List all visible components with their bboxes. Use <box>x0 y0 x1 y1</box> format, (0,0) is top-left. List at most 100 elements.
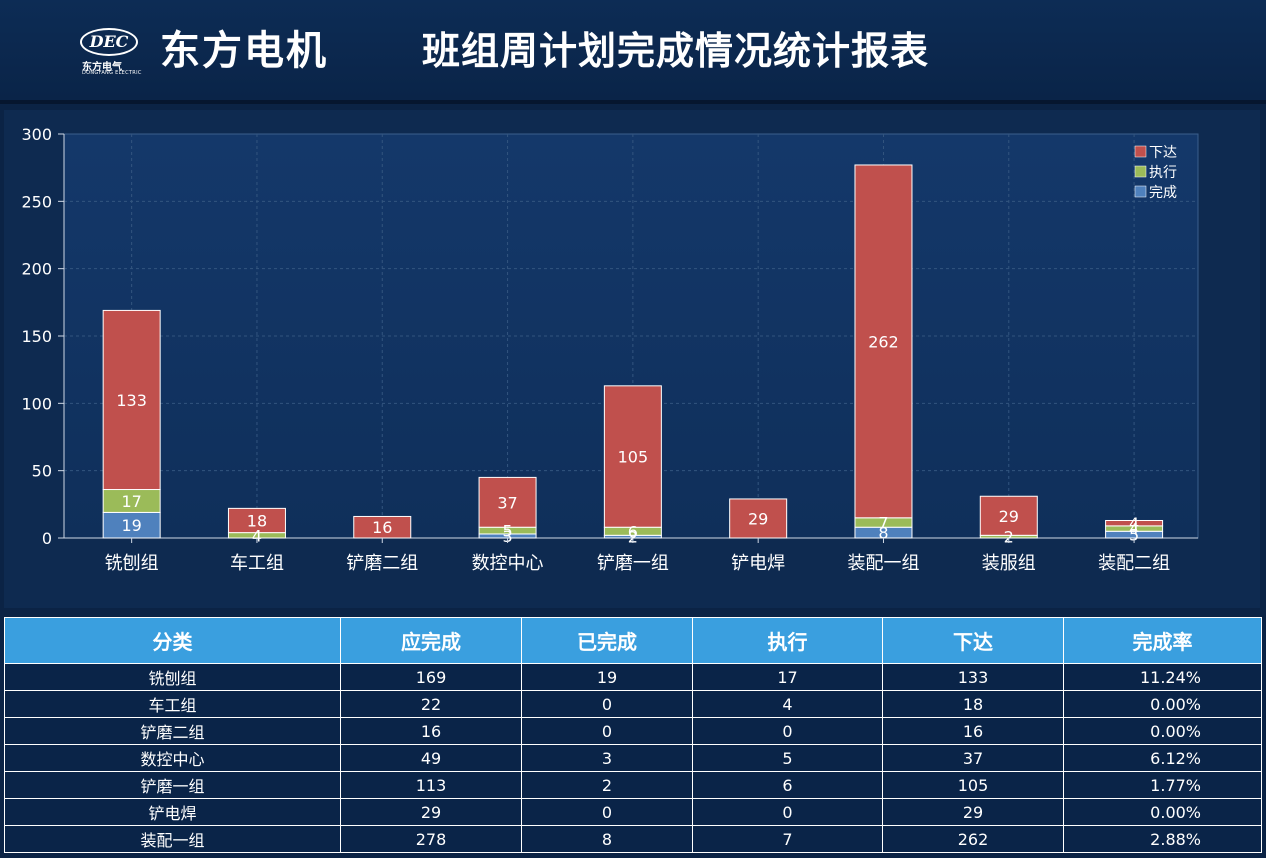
legend-swatch <box>1134 185 1147 198</box>
data-label: 16 <box>372 518 392 537</box>
data-label: 18 <box>247 511 267 530</box>
data-label: 105 <box>618 448 649 467</box>
table-cell: 18 <box>882 690 1064 718</box>
bar-segment <box>478 476 537 528</box>
table-cell: 17 <box>692 663 883 691</box>
table-cell: 0 <box>521 690 693 718</box>
bar-segment <box>603 385 662 528</box>
x-tick-label: 车工组 <box>230 553 284 574</box>
stacked-bar-chart: 0501001502002503001917133铣刨组418车工组16铲磨二组… <box>21 125 1199 574</box>
table-cell: 11.24% <box>1063 663 1262 691</box>
table-row: 铣刨组 169 19 17 133 11.24% <box>4 663 1262 691</box>
y-tick-label: 100 <box>21 394 52 413</box>
table-cell: 37 <box>882 744 1064 772</box>
table-cell: 铲磨二组 <box>4 717 341 745</box>
data-label: 37 <box>497 493 517 512</box>
report-header: DEC 东方电气 DONGFANG ELECTRIC 东方电机 班组周计划完成情… <box>0 0 1266 104</box>
table-cell: 0.00% <box>1063 717 1262 745</box>
table-cell: 1.77% <box>1063 771 1262 799</box>
table-cell: 262 <box>882 825 1064 853</box>
table-cell: 169 <box>340 663 522 691</box>
table-cell: 0 <box>521 717 693 745</box>
bar-segment <box>854 164 913 519</box>
bar-segment <box>1105 519 1164 527</box>
summary-table-container: 分类 应完成 已完成 执行 下达 完成率 铣刨组 169 19 17 133 11.24% 车工组 22… <box>4 617 1262 858</box>
data-label: 3 <box>502 527 512 546</box>
table-row: 铲磨二组 16 0 0 16 0.00% <box>4 717 1262 745</box>
legend-label: 完成 <box>1149 185 1177 201</box>
table-header-cell: 下达 <box>882 617 1064 664</box>
data-label: 5 <box>502 522 512 541</box>
table-cell: 0.00% <box>1063 690 1262 718</box>
bar-segment <box>979 495 1038 536</box>
table-cell: 数控中心 <box>4 744 341 772</box>
table-cell: 铲电焊 <box>4 798 341 826</box>
table-row: 装配一组 278 8 7 262 2.88% <box>4 825 1262 853</box>
table-cell: 2.88% <box>1063 825 1262 853</box>
table-cell: 0 <box>692 717 883 745</box>
table-header-cell: 已完成 <box>521 617 693 664</box>
brand-name: 东方电机 <box>160 28 328 74</box>
logo-emblem: DEC <box>80 28 138 56</box>
x-tick-label: 数控中心 <box>472 553 544 574</box>
x-tick-label: 装配一组 <box>847 553 919 574</box>
data-label: 4 <box>1129 520 1139 539</box>
bar-segment <box>102 309 161 491</box>
bar-segment <box>729 498 788 539</box>
y-tick-label: 50 <box>32 462 52 481</box>
table-cell: 16 <box>882 717 1064 745</box>
data-label: 29 <box>999 507 1019 526</box>
table-cell: 16 <box>340 717 522 745</box>
x-tick-label: 装服组 <box>982 553 1036 574</box>
chart-panel: 0 50 100 150 200 250 300 19 17 133 铣刨组 4 18 车工组 16 铲磨二组… <box>4 110 1260 608</box>
table-row: 数控中心 49 3 5 37 6.12% <box>4 744 1262 772</box>
table-cell: 7 <box>692 825 883 853</box>
table-cell: 4 <box>692 690 883 718</box>
y-tick-label: 0 <box>42 529 52 548</box>
table-row: 车工组 22 0 4 18 0.00% <box>4 690 1262 718</box>
x-tick-label: 装配二组 <box>1098 553 1170 574</box>
data-label: 262 <box>868 332 899 351</box>
bar-segment <box>102 511 161 539</box>
x-tick-label: 铣刨组 <box>105 553 159 574</box>
table-cell: 铲磨一组 <box>4 771 341 799</box>
page-title: 班组周计划完成情况统计报表 <box>422 29 930 73</box>
table-body: 铣刨组 169 19 17 133 11.24% 车工组 22 0 4 18 0.00% 铲磨二组 16 0… <box>4 663 1262 853</box>
x-tick-label: 铲磨二组 <box>346 553 418 574</box>
table-header-cell: 分类 <box>4 617 341 664</box>
y-tick-label: 150 <box>21 327 52 346</box>
table-header-cell: 应完成 <box>340 617 522 664</box>
data-label: 4 <box>1129 514 1139 533</box>
table-header-row: 分类 应完成 已完成 执行 下达 完成率 <box>4 617 1262 664</box>
data-label: 2 <box>1004 528 1014 547</box>
table-cell: 0 <box>692 798 883 826</box>
table-cell: 29 <box>882 798 1064 826</box>
logo-cn-text: 东方电气 <box>82 62 122 73</box>
table-row: 铲电焊 29 0 0 29 0.00% <box>4 798 1262 826</box>
table-cell: 49 <box>340 744 522 772</box>
table-cell: 22 <box>340 690 522 718</box>
table-cell: 0 <box>521 798 693 826</box>
table-cell: 133 <box>882 663 1064 691</box>
table-cell: 5 <box>692 744 883 772</box>
data-label: 6 <box>628 522 638 541</box>
legend-swatch <box>1134 145 1147 158</box>
table-cell: 113 <box>340 771 522 799</box>
legend-label: 下达 <box>1149 145 1177 161</box>
data-label: 8 <box>878 524 888 543</box>
x-tick-label: 铲电焊 <box>731 553 785 574</box>
y-tick-label: 200 <box>21 260 52 279</box>
table-cell: 105 <box>882 771 1064 799</box>
table-cell: 3 <box>521 744 693 772</box>
data-label: 5 <box>1129 526 1139 545</box>
table-cell: 278 <box>340 825 522 853</box>
data-label: 4 <box>252 526 262 545</box>
y-tick-label: 300 <box>21 125 52 144</box>
data-label: 29 <box>748 509 768 528</box>
legend-label: 执行 <box>1149 165 1177 181</box>
table-cell: 6 <box>692 771 883 799</box>
table-cell: 车工组 <box>4 690 341 718</box>
data-label: 17 <box>121 492 141 511</box>
table-cell: 2 <box>521 771 693 799</box>
legend-swatch <box>1134 165 1147 178</box>
